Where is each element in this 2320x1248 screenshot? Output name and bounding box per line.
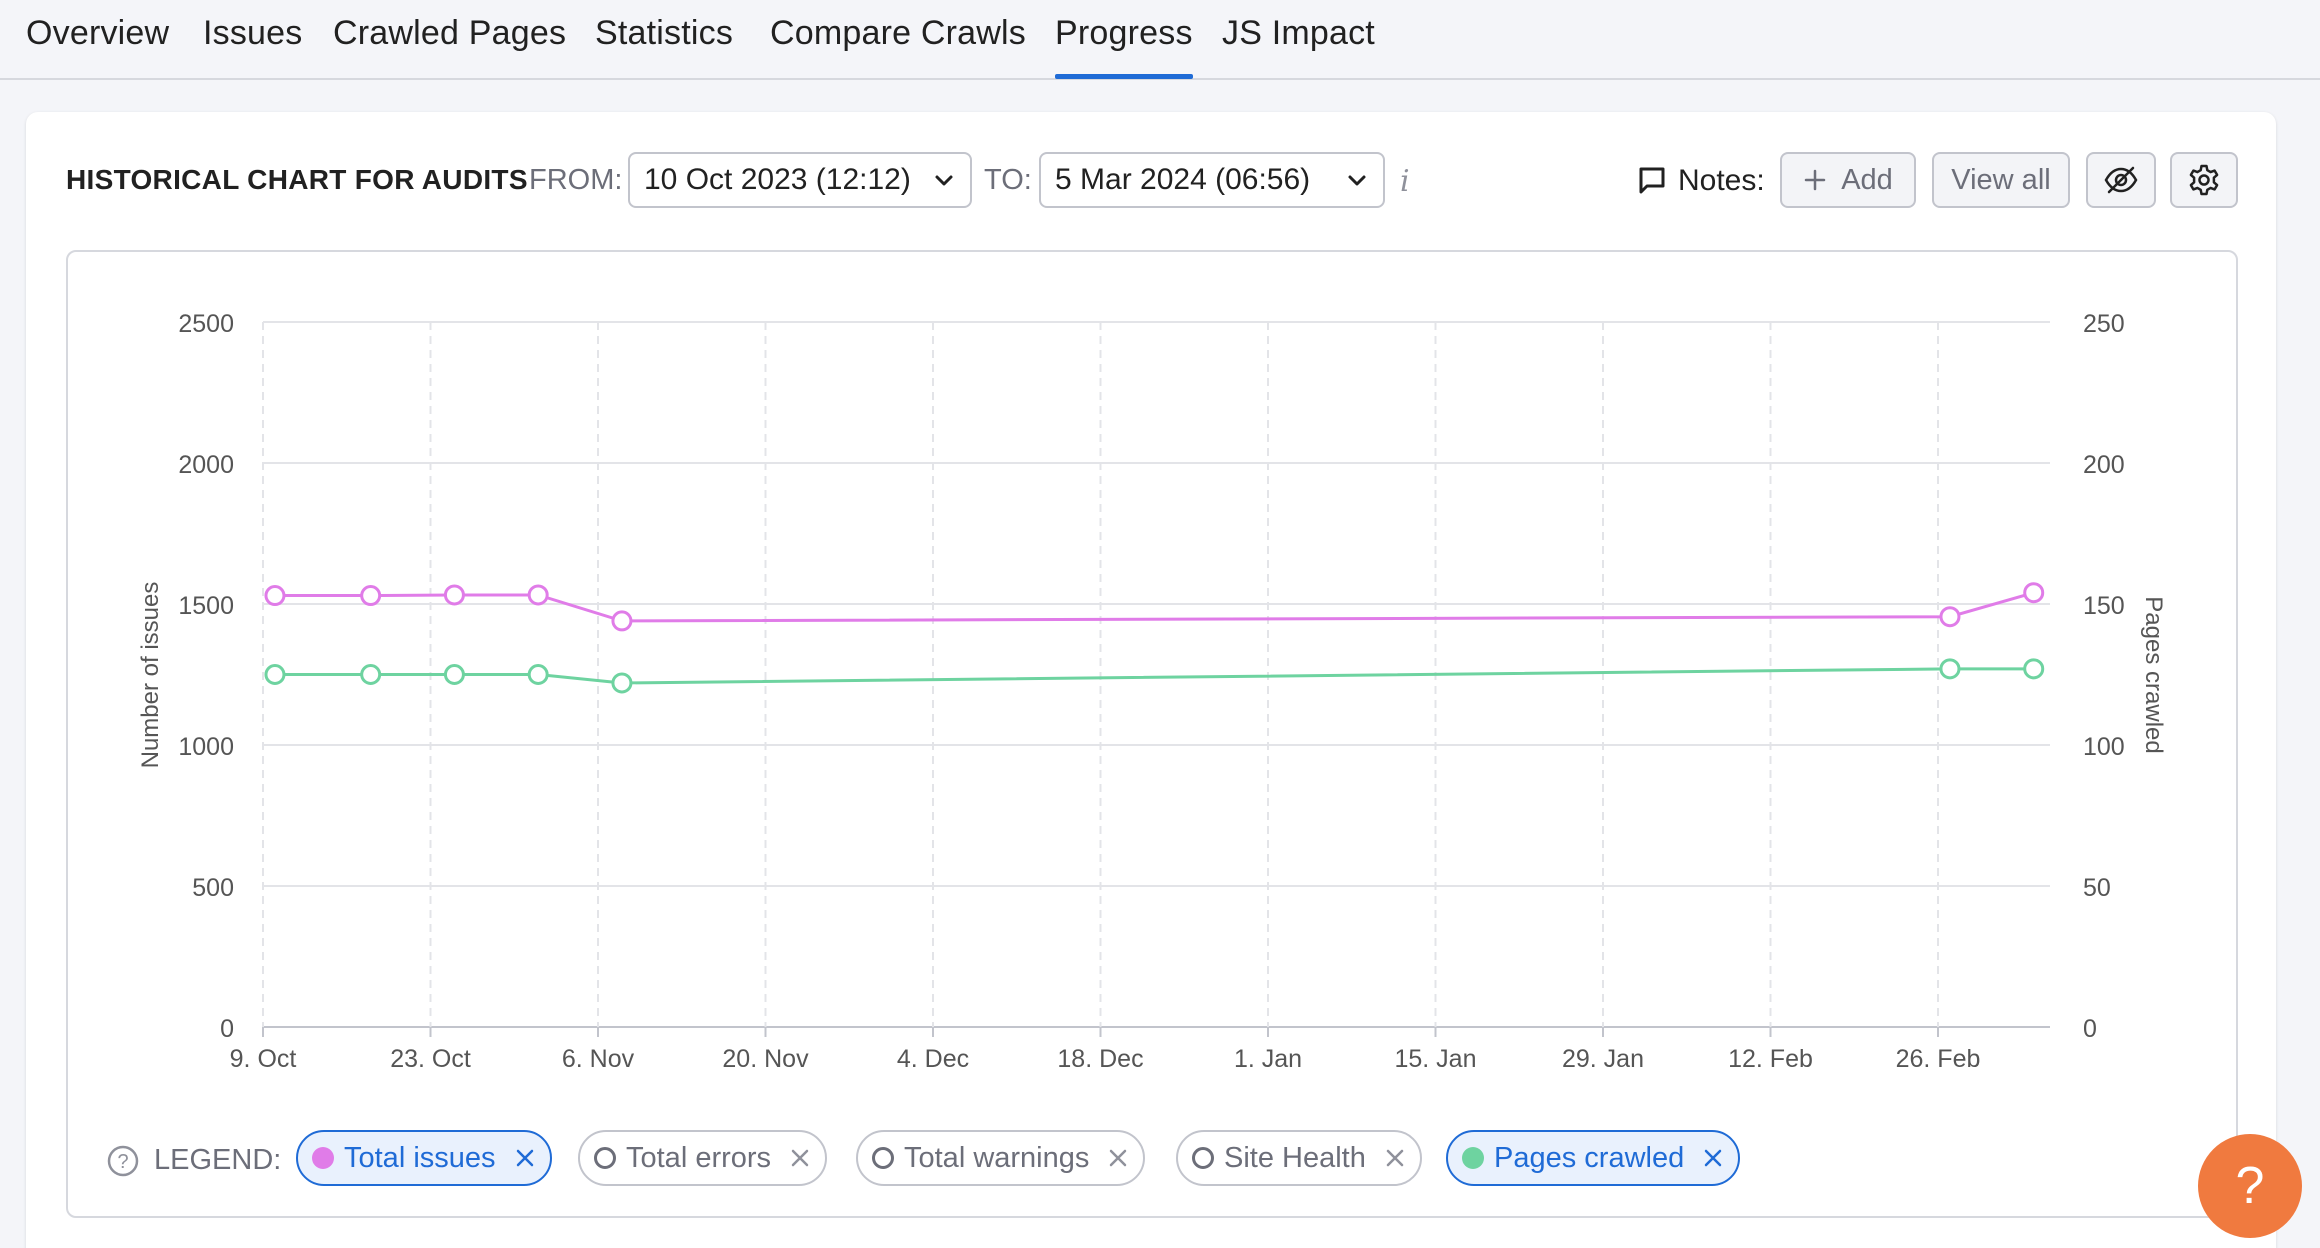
y-right-tick-label: 200 bbox=[2083, 451, 2125, 479]
y-left-tick-label: 2500 bbox=[178, 310, 234, 338]
y-right-tick-label: 100 bbox=[2083, 733, 2125, 761]
total-issues-color-dot bbox=[312, 1147, 334, 1169]
legend-label: LEGEND: bbox=[154, 1144, 282, 1176]
legend-chip-site-health[interactable]: Site Health bbox=[1176, 1130, 1422, 1186]
info-icon[interactable]: i bbox=[1400, 164, 1410, 199]
x-tick-label: 20. Nov bbox=[722, 1045, 809, 1073]
plus-icon bbox=[1804, 169, 1826, 191]
x-tick-label: 6. Nov bbox=[562, 1045, 635, 1073]
notes-label: Notes: bbox=[1678, 164, 1765, 197]
hide-notes-button[interactable] bbox=[2086, 152, 2156, 208]
gear-icon bbox=[2189, 164, 2219, 196]
data-point-pages-crawled bbox=[611, 672, 633, 694]
x-tick-label: 1. Jan bbox=[1234, 1045, 1302, 1073]
y-axis-right-title: Pages crawled bbox=[2140, 596, 2167, 753]
y-left-tick-label: 0 bbox=[220, 1015, 234, 1043]
from-label: FROM: bbox=[529, 164, 623, 196]
tab-progress[interactable]: Progress bbox=[1055, 14, 1193, 79]
chevron-down-icon bbox=[935, 175, 953, 186]
legend-chip-label: Total errors bbox=[626, 1141, 772, 1174]
legend-chip-label: Total issues bbox=[344, 1141, 496, 1174]
data-point-total-issues bbox=[443, 584, 465, 606]
legend-chip-total-warnings[interactable]: Total warnings bbox=[856, 1130, 1146, 1186]
x-tick-label: 9. Oct bbox=[230, 1045, 297, 1073]
legend-chip-total-errors[interactable]: Total errors bbox=[578, 1130, 828, 1186]
pages-crawled-color-dot bbox=[1462, 1147, 1484, 1169]
svg-text:?: ? bbox=[117, 1151, 128, 1173]
chart-card-title: HISTORICAL CHART FOR AUDITS bbox=[66, 164, 528, 195]
remove-icon[interactable] bbox=[1384, 1147, 1406, 1169]
chevron-down-icon bbox=[1348, 175, 1366, 186]
view-all-label: View all bbox=[1951, 163, 2051, 196]
from-date-value: 10 Oct 2023 (12:12) bbox=[644, 163, 911, 196]
help-circle-icon[interactable]: ? bbox=[106, 1144, 140, 1178]
data-point-total-issues bbox=[2023, 582, 2045, 604]
y-left-tick-label: 1500 bbox=[178, 592, 234, 620]
chart-area bbox=[66, 250, 2238, 1218]
tab-overview[interactable]: Overview bbox=[26, 14, 170, 52]
data-point-total-issues bbox=[611, 610, 633, 632]
tab-js-impact[interactable]: JS Impact bbox=[1222, 14, 1375, 52]
remove-icon[interactable] bbox=[1107, 1147, 1129, 1169]
y-right-tick-label: 0 bbox=[2083, 1015, 2097, 1043]
from-date-dropdown[interactable]: 10 Oct 2023 (12:12) bbox=[628, 152, 972, 208]
y-right-tick-label: 50 bbox=[2083, 874, 2111, 902]
comment-icon bbox=[1639, 167, 1665, 194]
x-tick-label: 4. Dec bbox=[897, 1045, 969, 1073]
y-left-tick-label: 500 bbox=[192, 874, 234, 902]
tab-crawled-pages[interactable]: Crawled Pages bbox=[333, 14, 567, 52]
x-tick-label: 29. Jan bbox=[1562, 1045, 1644, 1073]
tab-issues[interactable]: Issues bbox=[203, 14, 303, 52]
x-tick-label: 23. Oct bbox=[390, 1045, 471, 1073]
data-point-pages-crawled bbox=[2023, 658, 2045, 680]
to-label: TO: bbox=[984, 164, 1032, 196]
x-tick-label: 18. Dec bbox=[1057, 1045, 1143, 1073]
site-health-ring bbox=[1192, 1147, 1214, 1169]
y-left-tick-label: 1000 bbox=[178, 733, 234, 761]
total-warnings-ring bbox=[872, 1147, 894, 1169]
data-point-pages-crawled bbox=[443, 664, 465, 685]
x-tick-label: 12. Feb bbox=[1728, 1045, 1813, 1073]
data-point-total-issues bbox=[264, 585, 286, 607]
total-errors-ring bbox=[594, 1147, 616, 1169]
legend-chip-label: Site Health bbox=[1224, 1141, 1366, 1174]
data-point-pages-crawled bbox=[527, 664, 549, 685]
x-tick-label: 26. Feb bbox=[1896, 1045, 1981, 1073]
add-note-label: Add bbox=[1841, 163, 1893, 196]
eye-off-icon bbox=[2104, 166, 2138, 194]
legend-chip-pages-crawled[interactable]: Pages crawled bbox=[1446, 1130, 1741, 1186]
data-point-total-issues bbox=[1939, 606, 1961, 628]
legend-chip-label: Total warnings bbox=[904, 1141, 1090, 1174]
data-point-pages-crawled bbox=[1939, 658, 1961, 680]
help-button[interactable]: ? bbox=[2198, 1134, 2302, 1238]
y-right-tick-label: 250 bbox=[2083, 310, 2125, 338]
y-axis-left-title: Number of issues bbox=[137, 582, 164, 769]
data-point-total-issues bbox=[527, 584, 549, 606]
remove-icon[interactable] bbox=[514, 1147, 536, 1169]
add-note-button[interactable]: Add bbox=[1780, 152, 1916, 208]
y-left-tick-label: 2000 bbox=[178, 451, 234, 479]
tab-compare-crawls[interactable]: Compare Crawls bbox=[770, 14, 1026, 52]
legend-chip-total-issues[interactable]: Total issues bbox=[296, 1130, 552, 1186]
tab-bar: Overview Issues Crawled Pages Statistics… bbox=[0, 0, 2320, 80]
to-date-value: 5 Mar 2024 (06:56) bbox=[1055, 163, 1311, 196]
to-date-dropdown[interactable]: 5 Mar 2024 (06:56) bbox=[1039, 152, 1385, 208]
y-right-tick-label: 150 bbox=[2083, 592, 2125, 620]
data-point-pages-crawled bbox=[360, 664, 382, 685]
view-all-notes-button[interactable]: View all bbox=[1932, 152, 2070, 208]
remove-icon[interactable] bbox=[1702, 1147, 1724, 1169]
data-point-pages-crawled bbox=[264, 664, 286, 685]
chart-settings-button[interactable] bbox=[2170, 152, 2238, 208]
x-tick-label: 15. Jan bbox=[1394, 1045, 1476, 1073]
tab-statistics[interactable]: Statistics bbox=[595, 14, 734, 52]
legend-chip-label: Pages crawled bbox=[1494, 1141, 1685, 1174]
remove-icon[interactable] bbox=[789, 1147, 811, 1169]
data-point-total-issues bbox=[360, 585, 382, 607]
